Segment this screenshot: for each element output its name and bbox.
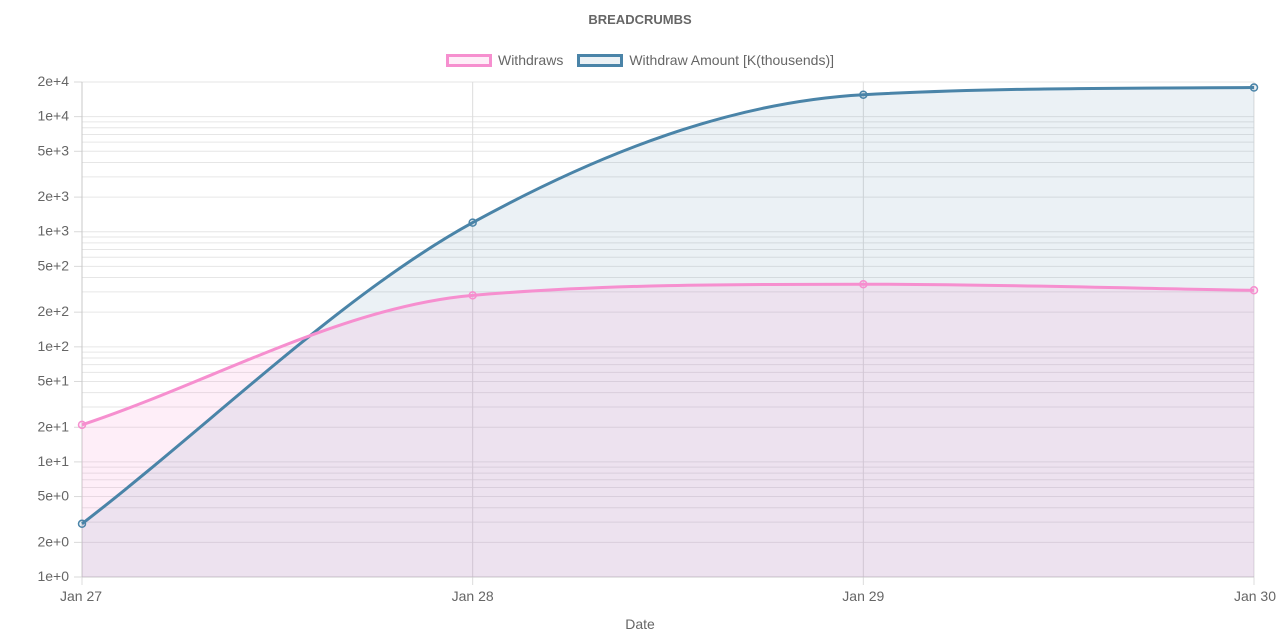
x-tick-label: Jan 30	[1234, 588, 1276, 604]
x-axis-title: Date	[625, 616, 655, 632]
line-withdraws	[81, 282, 1255, 427]
y-tick-label: 1e+4	[37, 108, 69, 124]
point-withdraw-amount	[859, 90, 868, 99]
y-tick-label: 2e+1	[37, 418, 69, 434]
x-tick-label: Jan 29	[842, 588, 884, 604]
y-tick-label: 1e+3	[37, 223, 69, 239]
y-tick-label: 1e+2	[37, 338, 69, 354]
y-tick-label: 1e+0	[37, 568, 69, 584]
legend-item-withdraws[interactable]: Withdraws	[445, 52, 564, 68]
point-withdraw-amount	[468, 218, 477, 227]
y-tick-label: 5e+2	[37, 257, 69, 273]
legend-label-withdraw-amount: Withdraw Amount [K(thousends)]	[629, 52, 834, 68]
y-tick-label: 2e+3	[37, 188, 69, 204]
legend-item-withdraw-amount[interactable]: Withdraw Amount [K(thousends)]	[577, 52, 834, 68]
y-tick-label: 2e+0	[37, 533, 69, 549]
legend: Withdraws Withdraw Amount [K(thousends)]	[0, 52, 1280, 68]
point-withdraw-amount	[1249, 83, 1259, 92]
area-withdraws	[82, 284, 1254, 577]
x-tick-label: Jan 28	[452, 588, 494, 604]
y-tick-label: 5e+0	[37, 488, 69, 504]
point-withdraws	[77, 420, 87, 430]
point-withdraws	[468, 291, 477, 300]
line-withdraw-amount	[81, 86, 1255, 525]
y-tick-label: 5e+1	[37, 372, 69, 388]
point-withdraws	[1249, 286, 1259, 295]
legend-label-withdraws: Withdraws	[497, 52, 564, 68]
y-tick-label: 2e+4	[37, 73, 69, 89]
y-tick-label: 1e+1	[37, 453, 69, 469]
chart-title: BREADCRUMBS	[588, 12, 692, 27]
y-tick-label: 2e+2	[37, 303, 69, 319]
point-withdraw-amount	[77, 519, 87, 529]
area-withdraw-amount	[82, 87, 1254, 578]
y-tick-label: 5e+3	[37, 142, 69, 158]
legend-swatch-withdraw-amount	[577, 53, 624, 67]
legend-swatch-withdraws	[445, 53, 492, 67]
x-tick-label: Jan 27	[60, 588, 102, 604]
point-withdraws	[859, 279, 868, 289]
